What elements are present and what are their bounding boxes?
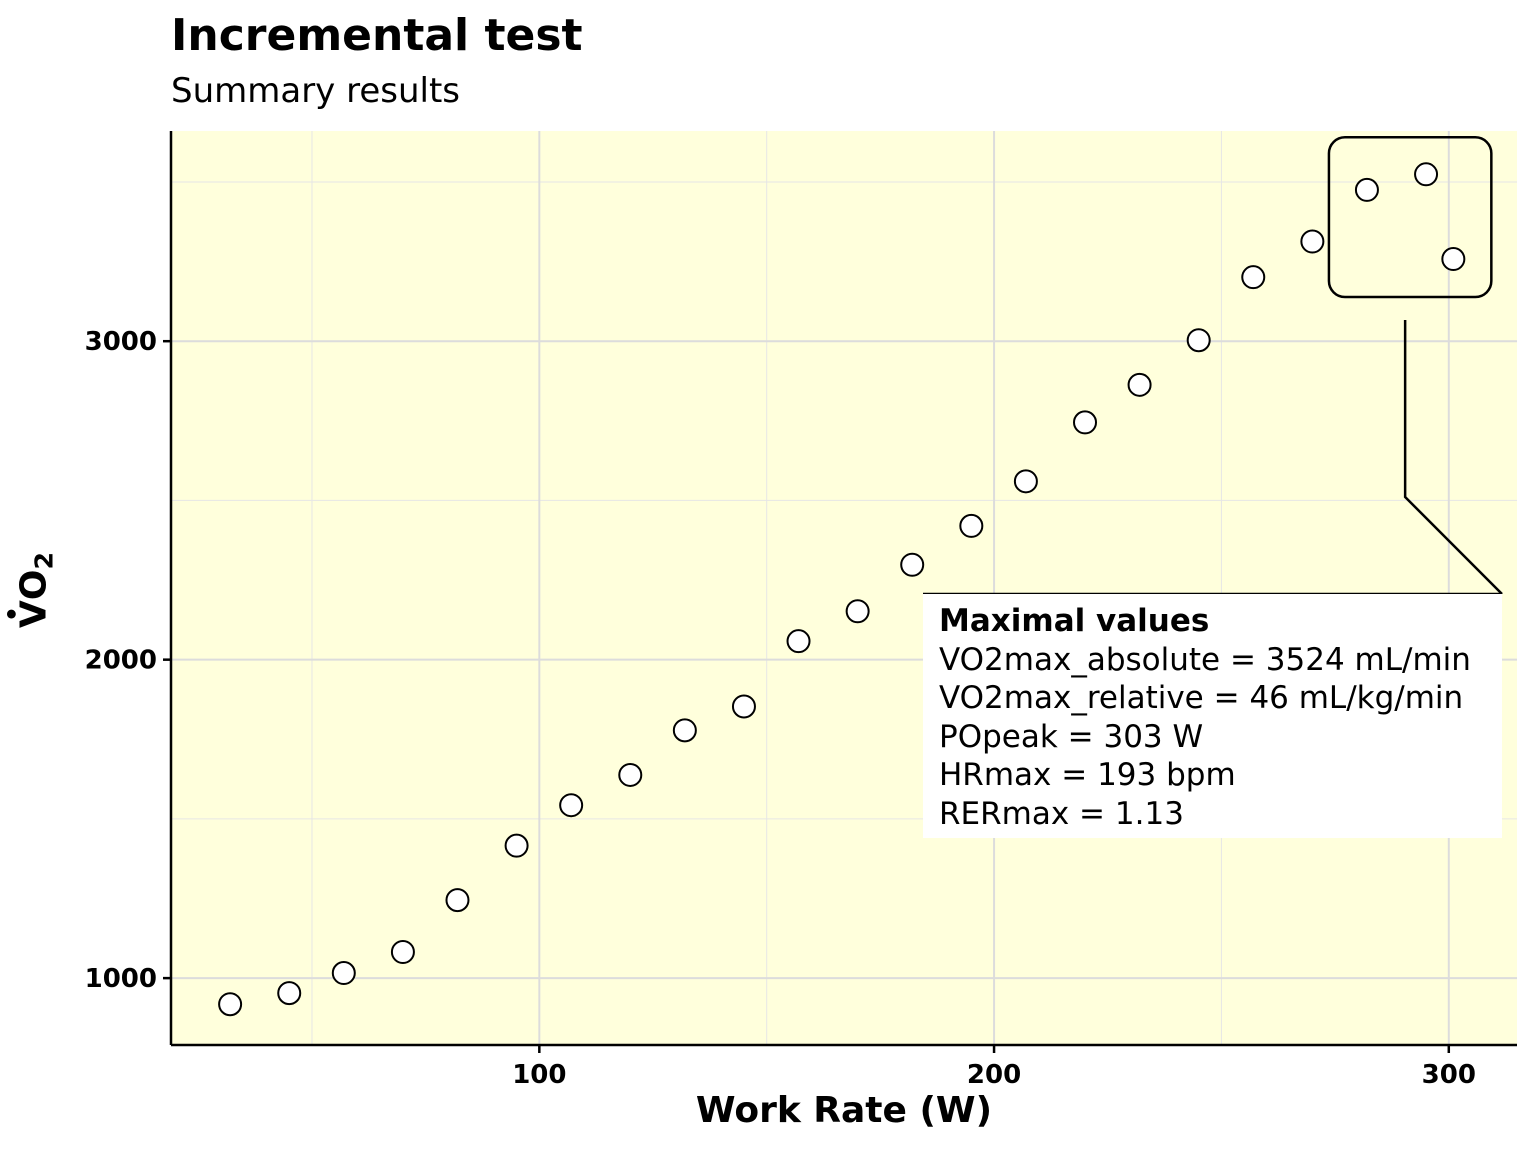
grid-lines [171,131,1517,1045]
annotation-connector [1403,320,1503,595]
data-points [218,162,1466,1017]
annotation-heading: Maximal values [939,603,1210,639]
annotation-line: RERmax = 1.13 [939,795,1184,832]
annotation-line: VO2max_relative = 46 mL/kg/min [939,680,1464,717]
data-point [331,961,356,986]
data-point [1186,328,1211,353]
y-tick-label: 1000 [85,964,157,994]
data-point [1013,469,1038,494]
axis-ticks: 100 200 300 1000 2000 3000 [85,327,1476,1090]
data-point [618,762,643,787]
annotation-line: VO2max_absolute = 3524 mL/min [939,641,1471,678]
data-point [845,599,870,624]
y-tick-label: 2000 [85,646,157,676]
plot-panel [171,131,1517,1045]
chart-subtitle: Summary results [171,71,461,111]
maximal-values-box: Maximal values VO2max_absolute = 3524 mL… [923,594,1502,838]
x-tick-label: 200 [967,1060,1021,1090]
x-tick-label: 100 [512,1060,566,1090]
data-point [277,981,302,1006]
data-point [1441,247,1466,272]
data-point [559,793,584,818]
x-axis-title: Work Rate (W) [695,1090,993,1131]
data-point [218,992,243,1017]
data-point [504,833,529,858]
data-point [1354,177,1379,202]
x-tick-label: 300 [1422,1060,1476,1090]
data-point [1073,410,1098,435]
annotation-line: POpeak = 303 W [939,718,1204,755]
data-point [390,940,415,965]
data-point [1300,229,1325,254]
data-point [1127,372,1152,397]
data-point [900,552,925,577]
data-point [731,694,756,719]
data-point [959,513,984,538]
data-point [445,888,470,913]
annotation-line: HRmax = 193 bpm [939,757,1236,794]
y-tick-label: 3000 [85,327,157,357]
data-point [1241,265,1266,290]
data-point [672,718,697,743]
chart-title: Incremental test [171,10,583,61]
data-point [786,629,811,654]
highlight-box [1327,136,1493,299]
data-point [1414,162,1439,187]
